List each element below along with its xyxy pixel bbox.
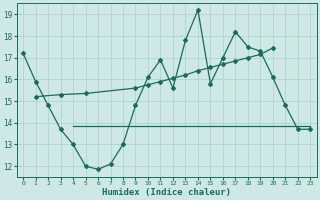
X-axis label: Humidex (Indice chaleur): Humidex (Indice chaleur) <box>102 188 231 197</box>
